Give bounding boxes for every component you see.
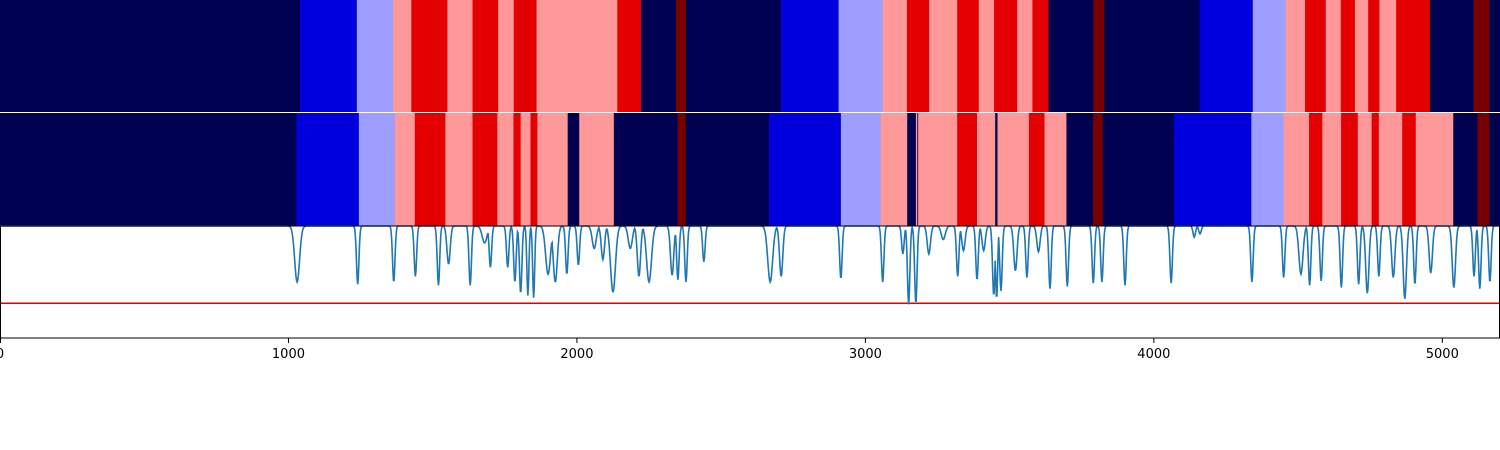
segment-1-9 [520, 113, 531, 226]
segment-1-4 [414, 113, 446, 226]
segment-1-19 [880, 113, 908, 226]
x-tick-label-2000: 2000 [560, 347, 593, 362]
segment-0-16 [882, 0, 908, 112]
segment-1-30 [1066, 113, 1094, 226]
segment-0-1 [300, 0, 358, 112]
segment-0-4 [411, 0, 448, 112]
segment-1-2 [358, 113, 396, 226]
segment-0-31 [1325, 0, 1342, 112]
segment-1-13 [579, 113, 615, 226]
segment-1-34 [1251, 113, 1285, 226]
segment-0-12 [675, 0, 687, 112]
segment-1-28 [1028, 113, 1045, 226]
segment-1-35 [1283, 113, 1310, 226]
segment-0-39 [1489, 0, 1500, 112]
segment-1-39 [1357, 113, 1373, 226]
segment-1-29 [1044, 113, 1067, 226]
segment-1-24 [957, 113, 978, 226]
segment-1-27 [997, 113, 1030, 226]
x-tick-label-5000: 5000 [1426, 347, 1459, 362]
segment-0-24 [1048, 0, 1094, 112]
segment-0-27 [1199, 0, 1254, 112]
segment-0-18 [929, 0, 958, 112]
segment-1-20 [907, 113, 917, 226]
segment-0-30 [1305, 0, 1327, 112]
top-segment-strip [0, 0, 1500, 112]
segment-1-23 [918, 113, 958, 226]
segment-1-18 [840, 113, 882, 226]
segment-1-8 [513, 113, 522, 226]
segment-0-14 [780, 0, 839, 112]
segment-0-26 [1104, 0, 1201, 112]
segment-0-3 [393, 0, 412, 112]
segment-1-5 [445, 113, 473, 226]
x-tick-label-3000: 3000 [849, 347, 882, 362]
x-axis: 0 1000 2000 3000 4000 5000 [0, 338, 1459, 362]
segment-1-37 [1322, 113, 1342, 226]
segment-0-5 [447, 0, 473, 112]
segment-0-34 [1368, 0, 1380, 112]
segment-1-12 [567, 113, 580, 226]
segment-1-31 [1092, 113, 1104, 226]
segment-0-19 [957, 0, 980, 112]
segment-0-15 [838, 0, 884, 112]
segment-0-7 [498, 0, 515, 112]
segment-1-0 [0, 113, 297, 226]
segment-0-13 [685, 0, 782, 112]
segment-0-10 [617, 0, 642, 112]
segment-1-14 [613, 113, 678, 226]
segment-1-45 [1477, 113, 1490, 226]
segment-1-33 [1174, 113, 1252, 226]
segment-1-10 [530, 113, 538, 226]
segment-1-25 [977, 113, 996, 226]
segment-1-22 [917, 113, 919, 226]
segment-1-40 [1371, 113, 1380, 226]
segment-0-0 [0, 0, 301, 112]
segment-1-11 [537, 113, 569, 226]
segment-1-7 [497, 113, 514, 226]
segment-1-36 [1309, 113, 1323, 226]
segment-0-23 [1032, 0, 1049, 112]
segment-1-17 [769, 113, 842, 226]
segment-0-20 [978, 0, 995, 112]
segment-0-21 [994, 0, 1018, 112]
segment-0-29 [1285, 0, 1306, 112]
segment-0-32 [1340, 0, 1356, 112]
segment-1-46 [1489, 113, 1500, 226]
segment-1-32 [1102, 113, 1175, 226]
segment-0-36 [1396, 0, 1431, 112]
segment-1-38 [1341, 113, 1359, 226]
segment-0-17 [906, 0, 930, 112]
segment-1-43 [1415, 113, 1454, 226]
segment-1-42 [1402, 113, 1417, 226]
segment-0-9 [536, 0, 618, 112]
segment-1-41 [1378, 113, 1403, 226]
segment-1-15 [677, 113, 687, 226]
segment-1-26 [995, 113, 998, 226]
segment-0-2 [356, 0, 394, 112]
x-tick-label-4000: 4000 [1137, 347, 1170, 362]
middle-segment-strip [0, 113, 1500, 226]
segment-0-11 [640, 0, 677, 112]
segment-0-22 [1017, 0, 1033, 112]
segment-1-21 [915, 113, 918, 226]
segment-0-33 [1354, 0, 1369, 112]
segment-1-44 [1453, 113, 1478, 226]
segment-0-35 [1379, 0, 1397, 112]
segment-0-28 [1252, 0, 1287, 112]
segment-1-3 [394, 113, 416, 226]
segment-0-8 [513, 0, 537, 112]
x-tick-label-0: 0 [0, 347, 4, 362]
segment-0-38 [1473, 0, 1490, 112]
segment-1-1 [296, 113, 360, 226]
segment-0-37 [1429, 0, 1474, 112]
segment-1-6 [472, 113, 498, 226]
x-tick-label-1000: 1000 [272, 347, 305, 362]
segment-0-25 [1093, 0, 1105, 112]
segment-0-6 [472, 0, 499, 112]
segment-1-16 [685, 113, 770, 226]
